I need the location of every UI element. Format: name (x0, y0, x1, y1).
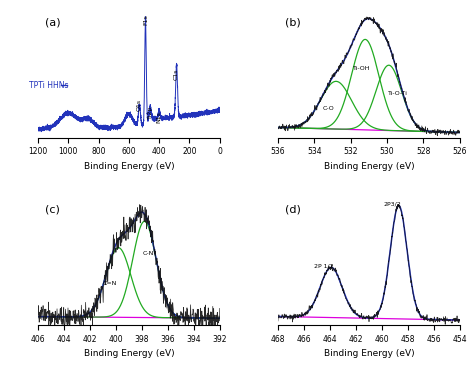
Text: (a): (a) (45, 17, 61, 27)
X-axis label: Binding Energy (eV): Binding Energy (eV) (83, 349, 174, 358)
Text: (b): (b) (285, 17, 301, 27)
Text: N1s: N1s (156, 111, 162, 123)
Text: Ti-O-Ti: Ti-O-Ti (388, 91, 408, 96)
Text: (d): (d) (285, 205, 301, 215)
Text: F1s: F1s (143, 15, 148, 25)
Text: 2P 1/2: 2P 1/2 (314, 264, 333, 269)
Text: Ti2p: Ti2p (147, 106, 153, 119)
Text: C=N: C=N (102, 281, 117, 286)
Text: (c): (c) (45, 205, 60, 215)
Text: Ti-OH: Ti-OH (353, 66, 370, 71)
Text: C1s: C1s (174, 69, 179, 80)
Text: 2P3/2: 2P3/2 (383, 201, 401, 207)
Text: O1s: O1s (137, 99, 142, 111)
Text: C-O: C-O (323, 106, 335, 111)
X-axis label: Binding Energy (eV): Binding Energy (eV) (83, 162, 174, 171)
Text: TPTi HHNs: TPTi HHNs (29, 81, 68, 90)
Text: C-N: C-N (143, 251, 154, 256)
X-axis label: Binding Energy (eV): Binding Energy (eV) (324, 349, 414, 358)
X-axis label: Binding Energy (eV): Binding Energy (eV) (324, 162, 414, 171)
